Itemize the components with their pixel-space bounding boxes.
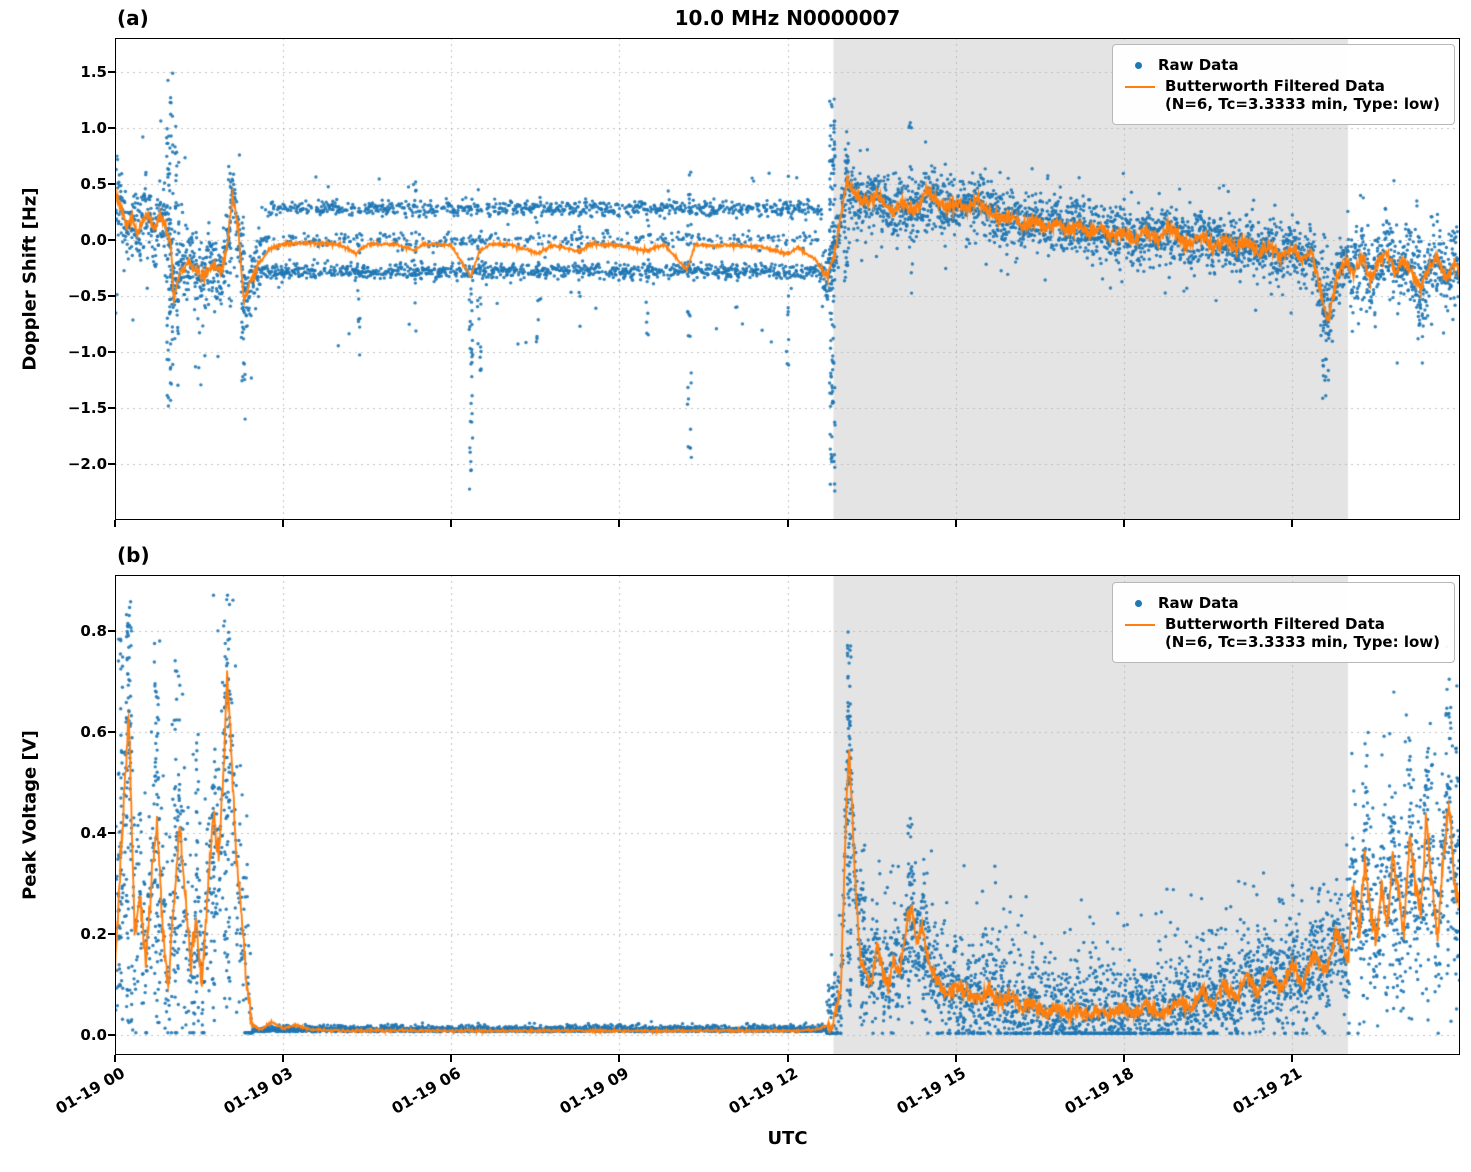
y-tick-label: 0.0	[80, 1025, 107, 1044]
x-tick-label: 01-19 03	[220, 1064, 297, 1118]
y-tick-mark	[108, 932, 115, 935]
x-tick-label: 01-19 15	[893, 1064, 969, 1118]
raw-data-marker-icon	[1134, 62, 1142, 69]
x-tick-mark	[114, 1055, 116, 1062]
x-tick-mark	[618, 520, 621, 527]
y-tick-label: 0.2	[80, 924, 107, 943]
y-tick-mark	[108, 462, 115, 465]
x-tick-mark	[1290, 520, 1293, 527]
legend-filtered-label: Butterworth Filtered Data	[1164, 77, 1385, 95]
x-tick-mark	[282, 520, 285, 527]
legend-panel-a: Raw Data Butterworth Filtered Data (N=6,…	[1111, 44, 1455, 125]
y-tick-label: 1.0	[80, 118, 107, 137]
x-tick-mark	[618, 1055, 621, 1062]
panel-b-ylabel: Peak Voltage [V]	[19, 730, 41, 900]
x-tick-mark	[1122, 1055, 1125, 1062]
y-tick-label: −0.5	[67, 286, 107, 305]
panel-a-label: (a)	[117, 6, 149, 30]
x-tick-label: 01-19 18	[1061, 1064, 1137, 1118]
y-tick-mark	[108, 629, 115, 632]
legend-raw-label: Raw Data	[1157, 56, 1239, 74]
y-tick-label: 0.5	[80, 174, 107, 193]
x-tick-label: 01-19 06	[388, 1064, 465, 1118]
y-tick-label: 0.8	[80, 621, 107, 640]
x-tick-mark	[954, 520, 957, 527]
y-tick-mark	[108, 126, 115, 129]
y-tick-label: 1.5	[80, 62, 107, 81]
y-tick-label: −1.5	[67, 398, 107, 417]
y-tick-mark	[108, 294, 115, 297]
filtered-line-marker-icon	[1124, 86, 1155, 88]
y-tick-label: 0.6	[80, 722, 107, 741]
x-tick-label: 01-19 00	[52, 1064, 128, 1118]
y-tick-mark	[108, 70, 115, 73]
x-tick-label: 01-19 09	[557, 1064, 633, 1118]
y-tick-label: −2.0	[67, 454, 107, 473]
y-tick-mark	[108, 182, 115, 185]
y-tick-mark	[108, 406, 115, 409]
x-tick-mark	[1290, 1055, 1293, 1062]
x-tick-mark	[786, 1055, 789, 1062]
y-tick-mark	[108, 1033, 115, 1036]
x-tick-mark	[786, 520, 789, 527]
x-tick-mark	[1122, 520, 1125, 527]
y-tick-mark	[108, 730, 115, 733]
figure-title: 10.0 MHz N0000007	[674, 6, 901, 30]
x-tick-mark	[954, 1055, 957, 1062]
y-tick-label: 0.0	[80, 230, 107, 249]
x-tick-label: 01-19 12	[725, 1064, 801, 1118]
raw-data-marker-icon	[1134, 600, 1142, 607]
legend-filtered-params: (N=6, Tc=3.3333 min, Type: low)	[1164, 633, 1440, 651]
y-tick-label: 0.4	[80, 823, 107, 842]
x-tick-mark	[114, 520, 116, 527]
y-tick-mark	[108, 831, 115, 834]
y-tick-mark	[108, 238, 115, 241]
legend-filtered-params: (N=6, Tc=3.3333 min, Type: low)	[1164, 95, 1440, 113]
x-tick-mark	[282, 1055, 285, 1062]
legend-panel-b: Raw Data Butterworth Filtered Data (N=6,…	[1111, 582, 1455, 663]
x-tick-mark	[450, 1055, 453, 1062]
legend-raw-label: Raw Data	[1157, 594, 1239, 612]
filtered-line-marker-icon	[1124, 624, 1155, 626]
legend-filtered-label: Butterworth Filtered Data	[1164, 615, 1385, 633]
y-tick-mark	[108, 350, 115, 353]
x-tick-mark	[450, 520, 453, 527]
x-tick-label: 01-19 21	[1229, 1064, 1305, 1118]
panel-b-label: (b)	[117, 543, 150, 567]
x-axis-label: UTC	[767, 1128, 808, 1149]
y-tick-label: −1.0	[67, 342, 107, 361]
